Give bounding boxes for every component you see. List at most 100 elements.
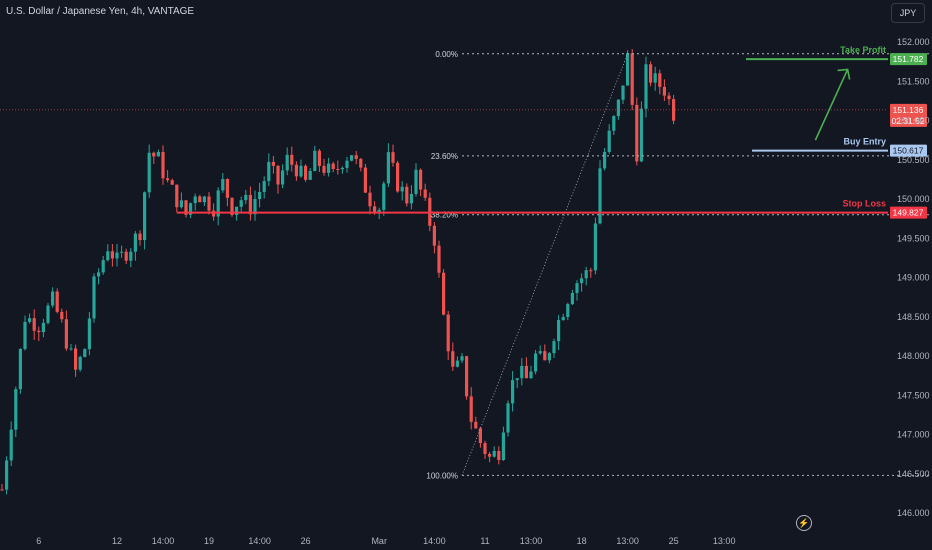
candle-body: [497, 450, 501, 461]
candle-body: [161, 151, 165, 179]
candle-body: [18, 348, 22, 390]
candle-body: [529, 371, 533, 379]
candle-body: [244, 194, 248, 201]
y-tick-label: 147.000: [897, 430, 930, 440]
candle-body: [626, 53, 630, 86]
level-price-label: 150.617: [893, 146, 924, 156]
candle-body: [446, 314, 450, 352]
candle-body: [451, 351, 455, 367]
candle-body: [120, 251, 124, 253]
candle-body: [672, 99, 676, 121]
fib-level-label: 23.60%: [431, 152, 458, 161]
candle-body: [524, 365, 528, 379]
candle-body: [317, 150, 321, 166]
candle-body: [561, 316, 565, 321]
candle-body: [460, 356, 464, 361]
candle-body: [92, 276, 96, 319]
candle-body: [179, 200, 183, 208]
x-tick-label: 13:00: [616, 536, 639, 546]
candle-body: [340, 167, 344, 170]
fib-level-label: 38.20%: [431, 211, 458, 220]
level-price-label: 149.827: [893, 208, 924, 218]
candle-body: [198, 196, 202, 203]
x-tick-label: 19: [204, 536, 214, 546]
candle-body: [152, 152, 156, 157]
candle-body: [101, 260, 105, 273]
candle-body: [0, 489, 4, 491]
candle-body: [55, 291, 59, 312]
candle-body: [133, 233, 137, 252]
x-tick-label: 25: [669, 536, 679, 546]
y-tick-label: 148.000: [897, 351, 930, 361]
candle-body: [331, 163, 335, 169]
candle-body: [492, 450, 496, 457]
y-tick-label: 152.000: [897, 37, 930, 47]
candle-body: [110, 251, 114, 259]
candle-body: [193, 196, 197, 204]
candle-body: [354, 155, 358, 159]
candle-body: [175, 184, 179, 208]
candle-body: [580, 278, 584, 284]
candle-body: [308, 170, 312, 180]
candle-body: [437, 245, 441, 273]
candle-body: [327, 163, 331, 173]
candle-body: [253, 199, 257, 215]
candle-body: [359, 158, 363, 168]
x-tick-label: 11: [480, 536, 489, 546]
x-tick-label: 12: [112, 536, 122, 546]
currency-button[interactable]: JPY: [891, 3, 925, 23]
candle-body: [83, 349, 87, 357]
candle-body: [294, 164, 298, 177]
candle-body: [607, 130, 611, 152]
candle-body: [166, 178, 170, 181]
candle-body: [23, 321, 27, 349]
candle-body: [373, 206, 377, 213]
level-name: Take Profit: [840, 45, 886, 55]
candle-body: [230, 197, 234, 216]
candle-body: [28, 318, 32, 322]
candle-body: [465, 356, 469, 397]
candle-body: [662, 86, 666, 96]
candle-body: [271, 161, 275, 166]
candle-body: [612, 116, 616, 131]
candle-body: [575, 283, 579, 293]
candle-body: [474, 421, 478, 429]
candle-body: [9, 429, 13, 461]
candle-body: [483, 443, 487, 454]
candle-body: [363, 167, 367, 193]
candle-body: [400, 186, 404, 192]
x-tick-label: 26: [301, 536, 311, 546]
candle-body: [221, 179, 225, 191]
y-tick-label: 149.500: [897, 233, 930, 243]
candle-body: [14, 389, 18, 430]
candle-body: [235, 206, 239, 216]
x-tick-label: 13:00: [713, 536, 736, 546]
lightning-icon[interactable]: ⚡: [796, 515, 812, 531]
price-axis: 152.000 151.500 151.000 150.500 150.000 149.5…: [897, 37, 930, 518]
candle-body: [336, 168, 340, 170]
candle-body: [414, 169, 418, 194]
candle-body: [299, 165, 303, 177]
candle-body: [630, 53, 634, 105]
candle-body: [184, 200, 188, 215]
candle-body: [589, 270, 593, 272]
candle-body: [207, 196, 211, 211]
y-tick-label: 151.500: [897, 76, 930, 86]
candle-body: [262, 181, 266, 192]
candle-body: [469, 396, 473, 422]
candle-body: [74, 348, 78, 370]
current-price-tag: [890, 103, 927, 127]
candle-body: [552, 341, 556, 354]
y-tick-label: 149.000: [897, 273, 930, 283]
candle-body: [138, 233, 142, 241]
candle-body: [147, 152, 151, 193]
time-axis: 6 12 14:00 19 14:00 26 Mar 14:00 11 13:00 18 13:00 2…: [36, 536, 735, 546]
candle-body: [37, 330, 41, 333]
candle-body: [290, 154, 294, 165]
candle-body: [547, 353, 551, 361]
current-price-label: 151.136: [893, 105, 924, 115]
candle-body: [46, 305, 50, 323]
fib-level-label: 0.00%: [435, 50, 458, 59]
candle-body: [409, 193, 413, 204]
